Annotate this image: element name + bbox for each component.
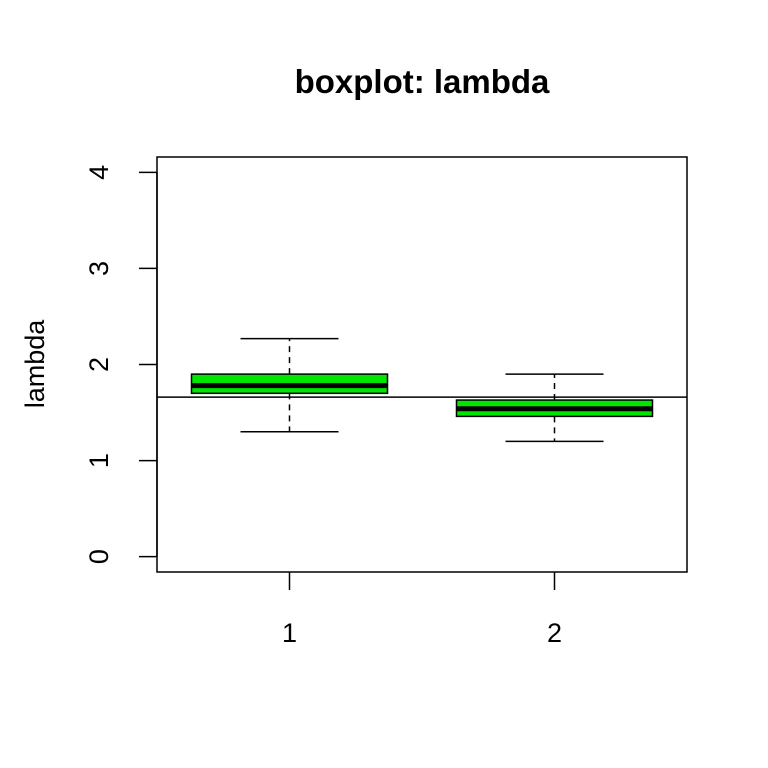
boxes — [190, 337, 654, 443]
chart-title: boxplot: lambda — [295, 63, 550, 100]
y-axis-label: lambda — [20, 319, 50, 409]
x-tick-label: 1 — [282, 618, 297, 648]
plot-frame — [156, 156, 688, 573]
x-tick-label: 2 — [547, 618, 562, 648]
y-axis: 0 1 2 3 4 — [84, 165, 158, 564]
box-1 — [190, 337, 389, 433]
y-tick-label: 4 — [84, 165, 114, 180]
y-tick-label: 1 — [84, 453, 114, 468]
box-2 — [455, 373, 654, 443]
y-tick-label: 2 — [84, 357, 114, 372]
y-tick-label: 3 — [84, 261, 114, 276]
y-tick-label: 0 — [84, 549, 114, 564]
